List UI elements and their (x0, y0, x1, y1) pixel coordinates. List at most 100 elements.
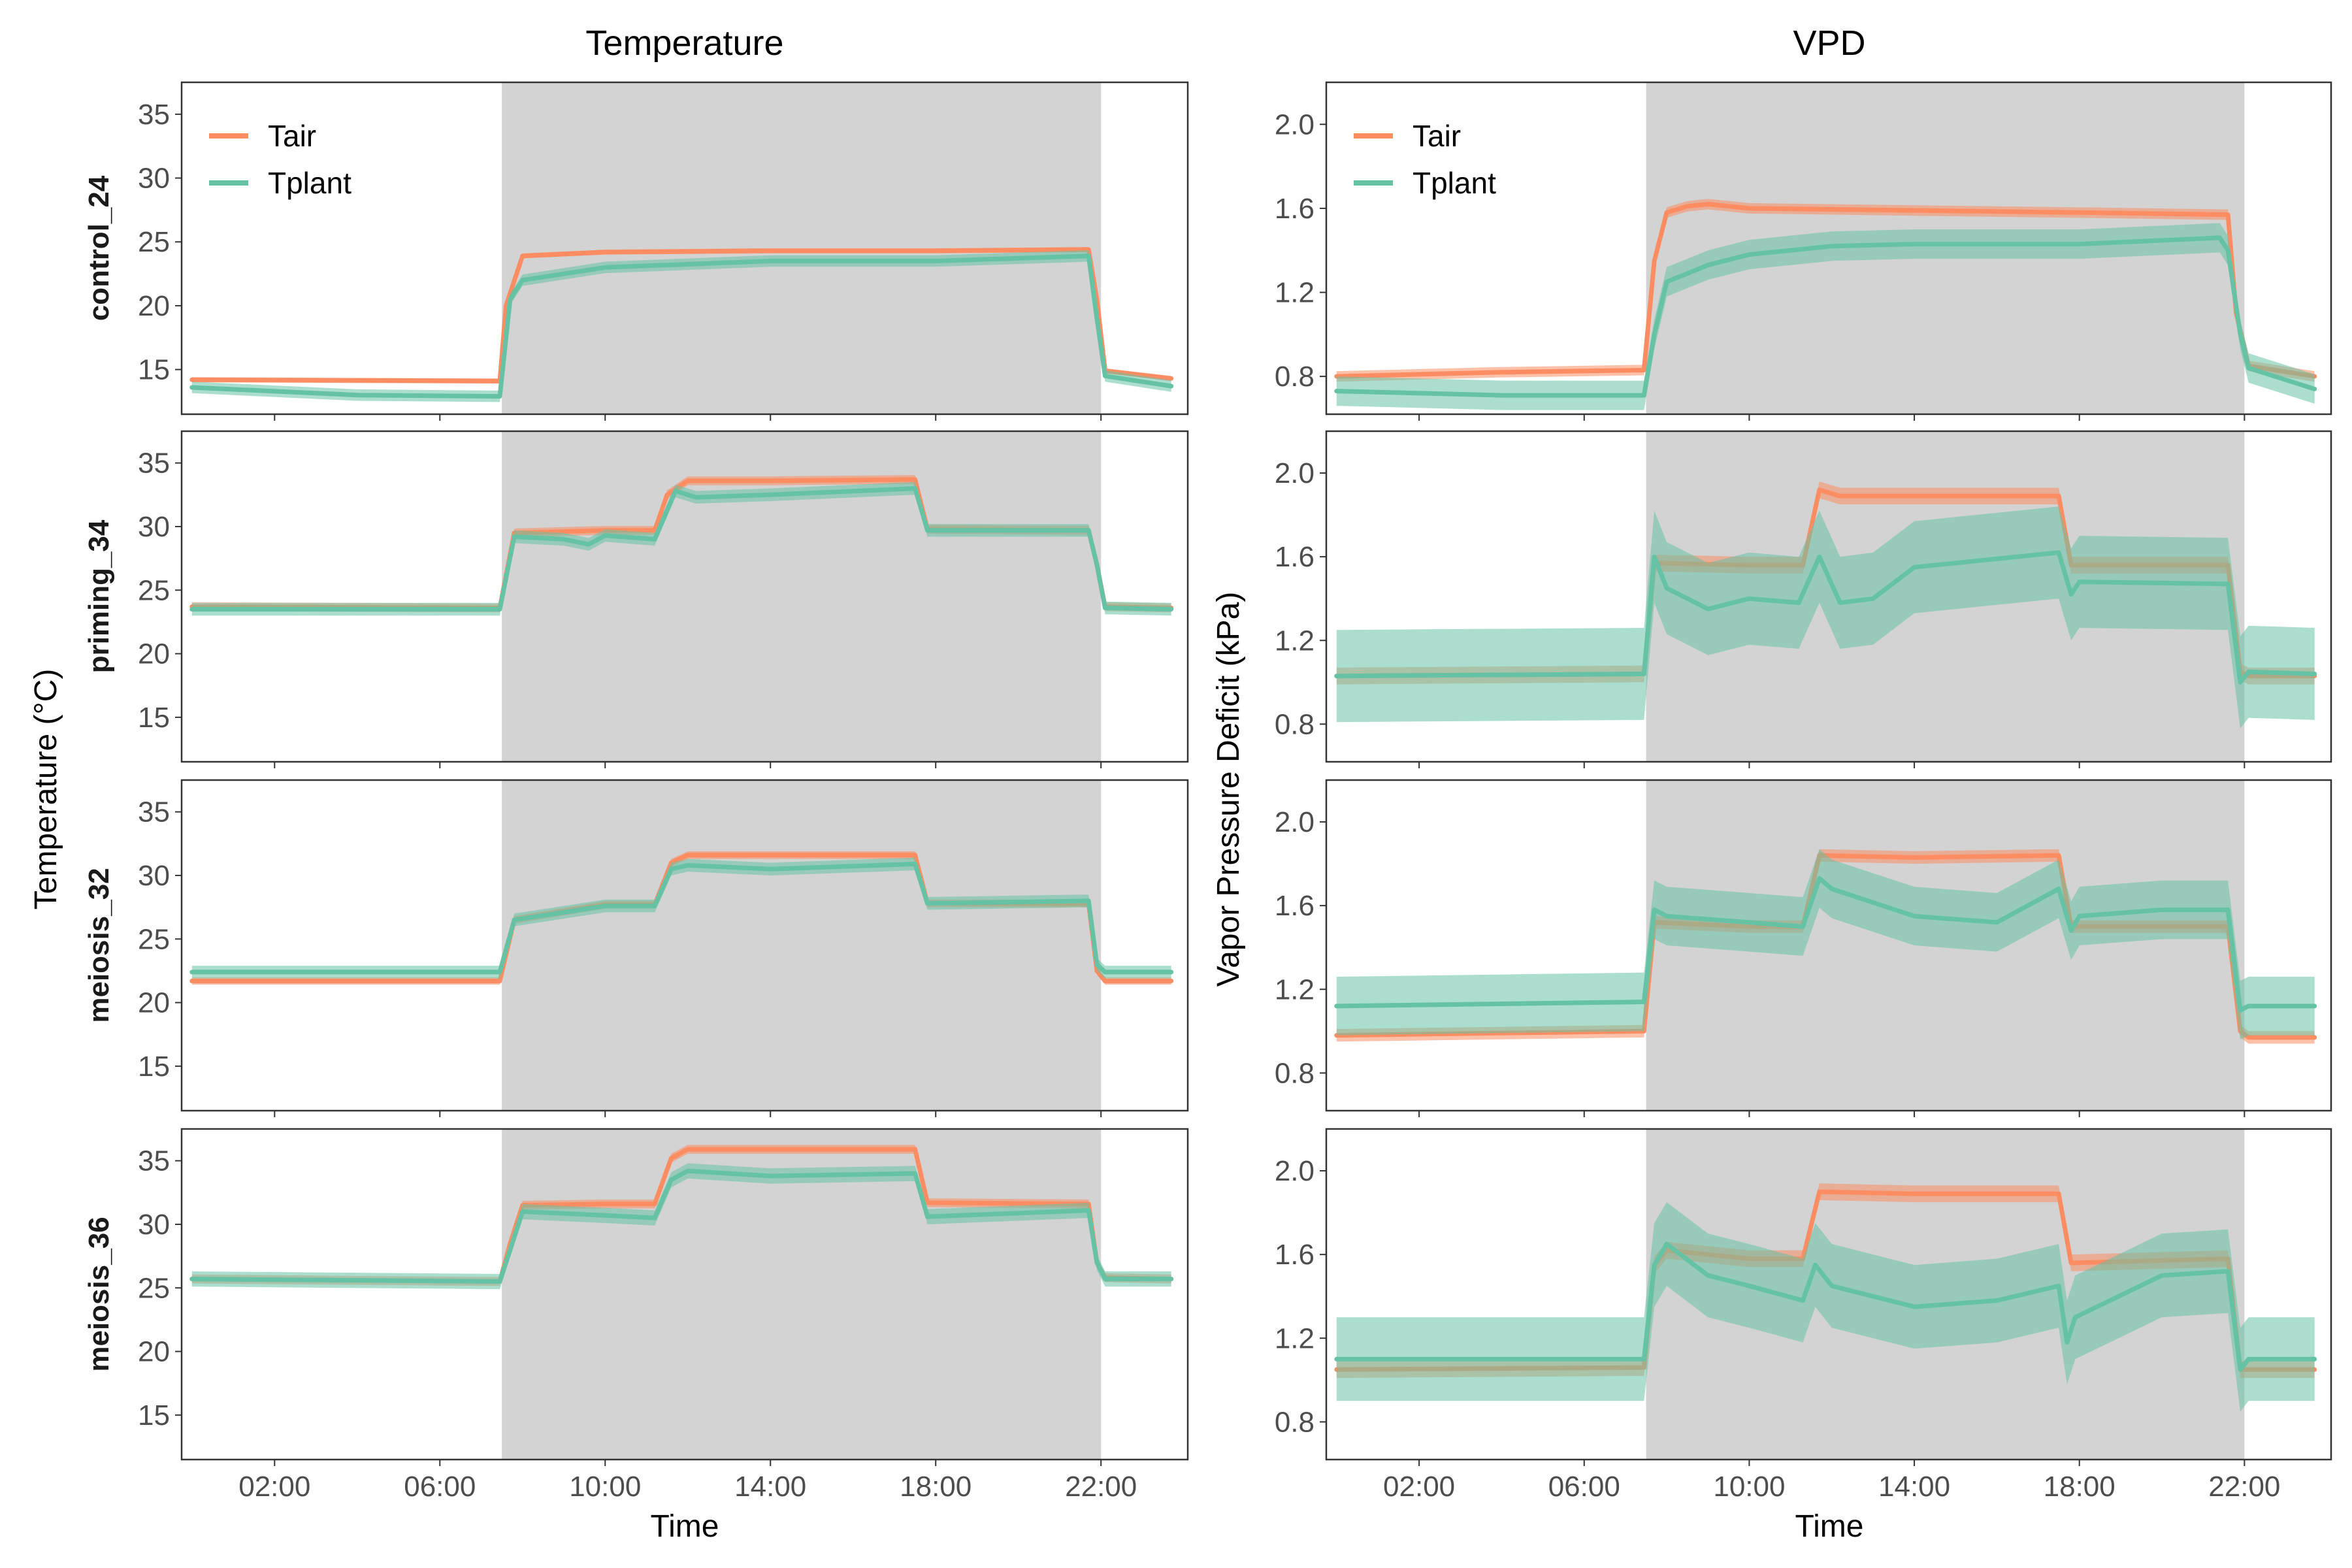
x-tick-label: 22:00 (1065, 1471, 1137, 1503)
x-tick-label: 18:00 (2044, 1471, 2115, 1503)
y-tick-label: 1.2 (1275, 1322, 1315, 1354)
series-band-tplant (191, 857, 1171, 979)
panel-control_24-temperature: 15 20 25 30 35 control_24 Tair Tplant (83, 81, 1189, 421)
y-axis-title-vpd: Vapor Pressure Deficit (kPa) (1211, 592, 1246, 987)
x-tick-label: 14:00 (1878, 1471, 1950, 1503)
y-tick-label: 2.0 (1275, 1155, 1315, 1187)
y-tick-label: 35 (138, 99, 170, 131)
light-period-band (502, 780, 1102, 1111)
facet-grid: 15 20 25 30 35 control_24 Tair Tplant 0.8 1.2 1.6 2… (83, 81, 2332, 1503)
series-band-tplant (1336, 849, 2315, 1040)
panel-border (180, 81, 1189, 416)
panel-border (180, 1128, 1189, 1461)
y-tick-label: 35 (138, 448, 170, 480)
y-tick-label: 30 (138, 511, 170, 543)
y-tick-label: 15 (138, 702, 170, 734)
y-tick-label: 20 (138, 987, 170, 1019)
series-line-tplant (1334, 1241, 2317, 1372)
row-label-priming_34: priming_34 (83, 519, 115, 673)
light-period-band (502, 431, 1102, 762)
series-line-tplant (1334, 876, 2317, 1013)
series-line-tplant (189, 1168, 1174, 1284)
panel-priming_34-vpd: 0.8 1.2 1.6 2.0 (1275, 430, 2332, 768)
legend-item-tair: Tair (209, 119, 316, 153)
y-tick-label: 2.0 (1275, 806, 1315, 838)
y-tick-label: 25 (138, 923, 170, 955)
y-tick-label: 0.8 (1275, 1406, 1315, 1438)
y-tick-label: 0.8 (1275, 361, 1315, 393)
y-tick-label: 1.6 (1275, 890, 1315, 922)
panel-meiosis_36-temperature: 15 20 25 30 35 02:00 06:00 10:00 14:00 18:00 22:00… (83, 1128, 1189, 1503)
y-tick-label: 1.6 (1275, 541, 1315, 573)
x-tick-label: 02:00 (238, 1471, 310, 1503)
legend-label-tair: Tair (268, 119, 316, 153)
y-tick-label: 25 (138, 574, 170, 606)
panel-border (1325, 1128, 2332, 1461)
y-tick-label: 2.0 (1275, 457, 1315, 489)
y-tick-label: 1.2 (1275, 625, 1315, 657)
x-tick-label: 06:00 (1548, 1471, 1620, 1503)
series-line-tplant (1334, 550, 2317, 685)
legend-item-tplant: Tplant (1354, 166, 1496, 200)
row-label-meiosis_32: meiosis_32 (83, 868, 115, 1022)
x-axis-title-vpd: Time (1795, 1509, 1864, 1544)
series-line-tplant (189, 861, 1174, 975)
y-tick-label: 25 (138, 1272, 170, 1304)
series-band-tair (1336, 199, 2315, 382)
y-tick-label: 1.6 (1275, 1239, 1315, 1271)
x-tick-label: 10:00 (1713, 1471, 1785, 1503)
panel-meiosis_36-vpd: 0.8 1.2 1.6 2.0 02:00 06:00 10:00 14:00 18:00 22:… (1275, 1128, 2332, 1503)
y-tick-label: 35 (138, 1145, 170, 1177)
legend-item-tplant: Tplant (209, 166, 351, 200)
panel-control_24-vpd: 0.8 1.2 1.6 2.0 Tair Tplant (1275, 81, 2332, 421)
series-band-tplant (191, 1163, 1171, 1290)
series-line-tplant (189, 253, 1174, 399)
x-tick-label: 02:00 (1383, 1471, 1455, 1503)
legend-item-tair: Tair (1354, 119, 1461, 153)
series-line-tplant (189, 486, 1174, 612)
light-period-band (502, 1129, 1102, 1460)
y-tick-label: 0.8 (1275, 1057, 1315, 1089)
x-tick-label: 22:00 (2208, 1471, 2280, 1503)
column-title-temperature: Temperature (585, 24, 783, 63)
y-tick-label: 30 (138, 163, 170, 195)
y-tick-label: 15 (138, 354, 170, 386)
legend-label-tplant: Tplant (1413, 166, 1496, 200)
legend-label-tplant: Tplant (268, 166, 351, 200)
series-line-tplant (1334, 235, 2317, 398)
x-axis-title-temperature: Time (651, 1509, 719, 1544)
panel-border (180, 779, 1189, 1112)
y-tick-label: 25 (138, 226, 170, 258)
row-label-meiosis_36: meiosis_36 (83, 1217, 115, 1371)
y-tick-label: 15 (138, 1399, 170, 1431)
y-tick-label: 20 (138, 638, 170, 670)
y-tick-label: 1.6 (1275, 193, 1315, 225)
panel-meiosis_32-vpd: 0.8 1.2 1.6 2.0 (1275, 779, 2332, 1117)
panel-priming_34-temperature: 15 20 25 30 35 priming_34 (83, 430, 1189, 768)
row-label-control_24: control_24 (83, 175, 115, 321)
panel-border (1325, 81, 2332, 416)
column-title-vpd: VPD (1793, 24, 1865, 63)
y-tick-label: 2.0 (1275, 108, 1315, 140)
y-tick-label: 15 (138, 1051, 170, 1083)
y-tick-label: 0.8 (1275, 708, 1315, 740)
x-tick-label: 10:00 (569, 1471, 641, 1503)
y-tick-label: 35 (138, 796, 170, 828)
series-band-tplant (191, 250, 1171, 402)
y-tick-label: 20 (138, 290, 170, 322)
y-axis-title-temperature: Temperature (°C) (29, 669, 63, 910)
x-tick-label: 14:00 (734, 1471, 806, 1503)
panel-border (1325, 779, 2332, 1112)
y-tick-label: 1.2 (1275, 973, 1315, 1005)
y-tick-label: 30 (138, 860, 170, 892)
panel-border (1325, 430, 2332, 763)
y-tick-label: 1.2 (1275, 277, 1315, 309)
panel-border (180, 430, 1189, 763)
y-tick-label: 30 (138, 1209, 170, 1241)
panel-meiosis_32-temperature: 15 20 25 30 35 meiosis_32 (83, 779, 1189, 1117)
x-tick-label: 06:00 (404, 1471, 476, 1503)
x-tick-label: 18:00 (900, 1471, 972, 1503)
y-tick-label: 20 (138, 1336, 170, 1368)
legend-label-tair: Tair (1413, 119, 1461, 153)
